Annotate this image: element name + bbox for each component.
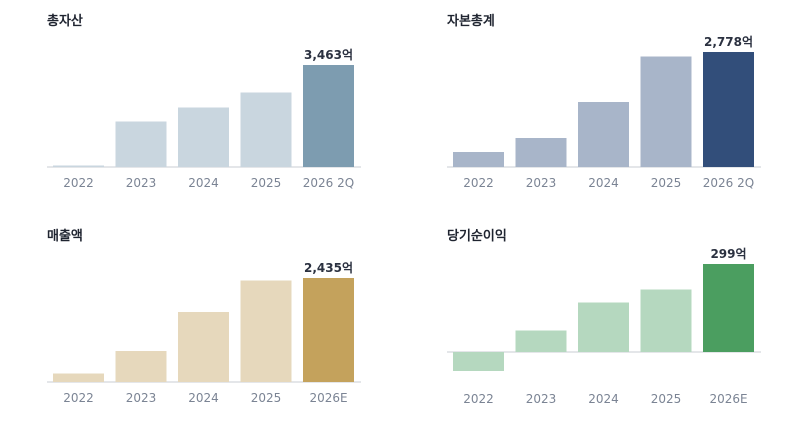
chart-title: 자본총계 [447, 14, 495, 29]
chart-panel-total-assets: 총자산 2022 2023 2024 2025 3,463억 2026 2Q [47, 10, 397, 215]
x-tick-label: 2026E [309, 391, 347, 405]
bar-2023 [515, 138, 567, 167]
x-tick-label: 2022 [63, 176, 94, 190]
bar-2022 [453, 152, 504, 167]
chart-title: 총자산 [47, 14, 83, 29]
data-label: 2,778억 [704, 35, 753, 49]
x-tick-label: 2026E [709, 392, 747, 406]
x-tick-label: 2024 [588, 392, 619, 406]
x-tick-label: 2024 [588, 176, 619, 190]
bar-2025 [240, 92, 292, 167]
bar-2024 [578, 302, 629, 352]
bar-2026-2Q [703, 52, 754, 167]
data-label: 3,463억 [304, 48, 353, 62]
bar-2023 [115, 350, 167, 382]
x-tick-label: 2025 [651, 176, 682, 190]
chart-title: 매출액 [47, 229, 83, 244]
bar-2023 [115, 121, 167, 167]
bar-2024 [578, 101, 629, 167]
bar-2022 [453, 352, 504, 372]
bar-2025 [640, 56, 692, 167]
bar-2022 [53, 165, 104, 167]
x-tick-label: 2025 [251, 176, 282, 190]
net-income-chart: 2022 2023 2024 2025 299억 2026E [447, 247, 761, 406]
total-assets-chart: 2022 2023 2024 2025 3,463억 2026 2Q [47, 48, 361, 190]
bar-2026E [703, 264, 754, 352]
bar-2026-2Q [303, 65, 354, 167]
total-equity-chart: 2022 2023 2024 2025 2,778억 2026 2Q [447, 35, 761, 190]
bar-2024 [178, 107, 229, 167]
data-label: 2,435억 [304, 261, 353, 275]
x-tick-label: 2025 [251, 391, 282, 405]
bar-2025 [240, 280, 292, 382]
x-tick-label: 2023 [126, 176, 157, 190]
bar-2022 [53, 373, 104, 382]
chart-panel-total-equity: 자본총계 2022 2023 2024 2025 2,778억 2026 2Q [447, 10, 797, 215]
x-tick-label: 2024 [188, 391, 219, 405]
x-tick-label: 2026 2Q [303, 176, 354, 190]
x-tick-label: 2022 [463, 392, 494, 406]
bar-2025 [640, 289, 692, 352]
chart-panel-net-income: 당기순이익 2022 2023 2024 2025 299억 2026E [447, 225, 797, 430]
x-tick-label: 2024 [188, 176, 219, 190]
chart-title: 당기순이익 [447, 229, 507, 244]
x-tick-label: 2023 [526, 176, 557, 190]
data-label: 299억 [710, 247, 746, 261]
x-tick-label: 2023 [126, 391, 157, 405]
revenue-chart: 2022 2023 2024 2025 2,435억 2026E [47, 261, 361, 405]
bar-2024 [178, 311, 229, 382]
x-tick-label: 2025 [651, 392, 682, 406]
x-tick-label: 2023 [526, 392, 557, 406]
bar-2023 [515, 330, 567, 352]
x-tick-label: 2022 [463, 176, 494, 190]
x-tick-label: 2022 [63, 391, 94, 405]
chart-panel-revenue: 매출액 2022 2023 2024 2025 2,435억 2026E [47, 225, 397, 430]
x-tick-label: 2026 2Q [703, 176, 754, 190]
bar-2026E [303, 278, 354, 382]
